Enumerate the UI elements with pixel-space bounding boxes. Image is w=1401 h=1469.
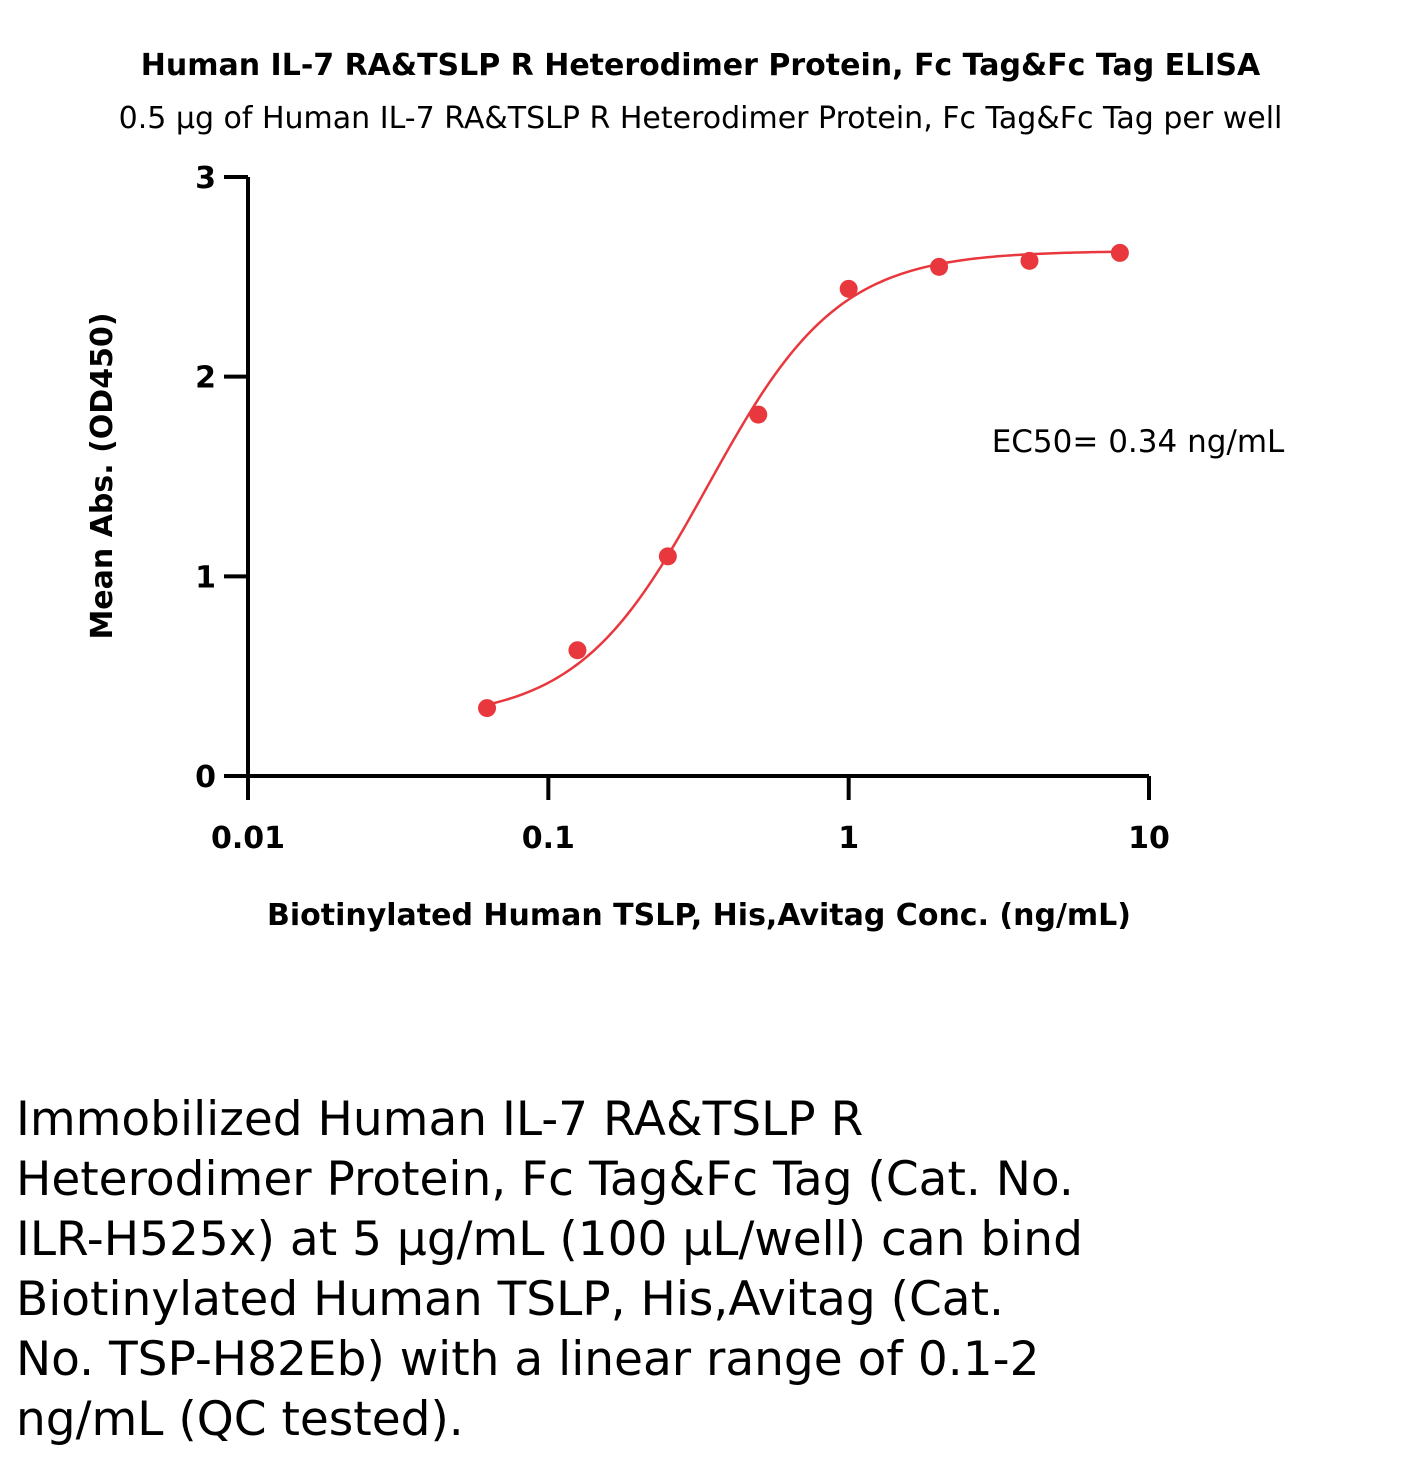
- data-point: [1110, 243, 1129, 262]
- ec50-annotation: EC50= 0.34 ng/mL: [992, 424, 1285, 460]
- x-axis-ticks: 0.01 0.1 1 10: [211, 776, 1170, 856]
- x-tick-label: 0.1: [522, 821, 575, 856]
- data-point: [478, 699, 497, 718]
- x-tick-label: 0.01: [211, 821, 285, 856]
- data-point: [930, 257, 949, 276]
- y-tick-label: 1: [195, 560, 216, 595]
- axes: [246, 177, 1149, 778]
- y-tick-label: 3: [195, 161, 216, 196]
- x-tick-label: 10: [1128, 821, 1170, 856]
- data-points: [478, 243, 1129, 718]
- data-point: [568, 641, 587, 660]
- y-tick-label: 0: [195, 760, 216, 795]
- chart-subtitle: 0.5 μg of Human IL-7 RA&TSLP R Heterodim…: [118, 101, 1283, 136]
- y-axis-title: Mean Abs. (OD450): [85, 312, 120, 639]
- caption: Immobilized Human IL-7 RA&TSLP R Heterod…: [16, 1092, 1083, 1447]
- data-point: [658, 547, 677, 566]
- x-tick-label: 1: [838, 821, 859, 856]
- data-point: [839, 279, 858, 298]
- data-point: [749, 405, 768, 424]
- data-point: [1020, 251, 1039, 270]
- y-axis-ticks: 0 1 2 3: [195, 161, 248, 795]
- chart-title: Human IL-7 RA&TSLP R Heterodimer Protein…: [140, 48, 1261, 83]
- fit-curve: [486, 250, 1120, 706]
- x-axis-title: Biotinylated Human TSLP, His,Avitag Conc…: [267, 898, 1131, 933]
- elisa-chart: 0.01 0.1 1 10 0 1 2 3 Biotinylated Human TSLP,…: [85, 161, 1285, 933]
- y-tick-label: 2: [195, 361, 216, 396]
